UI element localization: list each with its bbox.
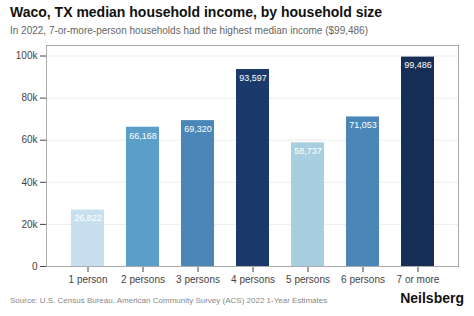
svg-text:4 persons: 4 persons [231, 274, 275, 285]
svg-text:80k: 80k [21, 92, 38, 103]
html-text:Source: U.S. Census Bureau, Am: Source: U.S. Census Bureau, American Com… [10, 296, 328, 305]
svg-text:5 persons: 5 persons [286, 274, 330, 285]
svg-text:7 or more: 7 or more [397, 274, 440, 285]
svg-text:3 persons: 3 persons [176, 274, 220, 285]
svg-text:20k: 20k [21, 219, 38, 230]
svg-text:6 persons: 6 persons [341, 274, 385, 285]
svg-text:71,053: 71,053 [349, 120, 377, 130]
svg-text:60k: 60k [21, 134, 38, 145]
svg-text:1 person: 1 person [69, 274, 108, 285]
html-text:Waco, TX median household inco: Waco, TX median household income, by hou… [10, 4, 383, 20]
svg-text:58,737: 58,737 [294, 146, 322, 156]
svg-text:99,486: 99,486 [404, 60, 432, 70]
svg-text:40k: 40k [21, 177, 38, 188]
html-text:Neilsberg: Neilsberg [400, 290, 464, 306]
html-text:In 2022, 7-or-more-person hous: In 2022, 7-or-more-person households had… [10, 25, 368, 36]
svg-text:0: 0 [32, 261, 38, 272]
svg-text:100k: 100k [16, 50, 39, 61]
svg-text:2 persons: 2 persons [121, 274, 165, 285]
svg-text:69,320: 69,320 [184, 124, 212, 134]
svg-text:66,168: 66,168 [129, 131, 157, 141]
svg-text:93,597: 93,597 [239, 73, 267, 83]
svg-text:26,822: 26,822 [74, 213, 102, 223]
